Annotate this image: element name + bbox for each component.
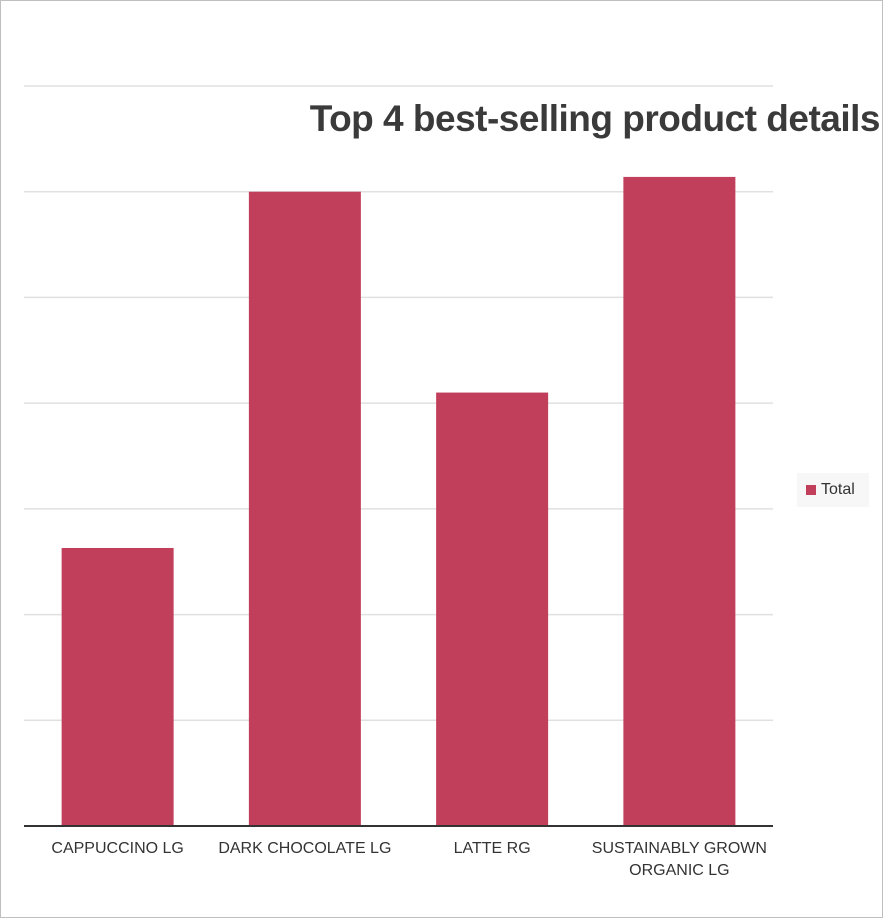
- legend-swatch: [806, 485, 816, 495]
- legend-label: Total: [821, 481, 855, 498]
- bar-2: [248, 191, 361, 826]
- x-tick-label: SUSTAINABLY GROWN ORGANIC LG: [591, 840, 767, 879]
- chart-title: Top 4 best-selling product details: [309, 98, 881, 139]
- x-tick-label: DARK CHOCOLATE LG: [218, 840, 392, 857]
- legend: Total: [797, 473, 869, 507]
- bar-3: [436, 392, 549, 826]
- bar-1: [61, 547, 174, 826]
- bar-4: [623, 176, 736, 826]
- x-tick-label: CAPPUCCINO LG: [51, 840, 184, 857]
- x-tick-label: LATTE RG: [453, 840, 531, 857]
